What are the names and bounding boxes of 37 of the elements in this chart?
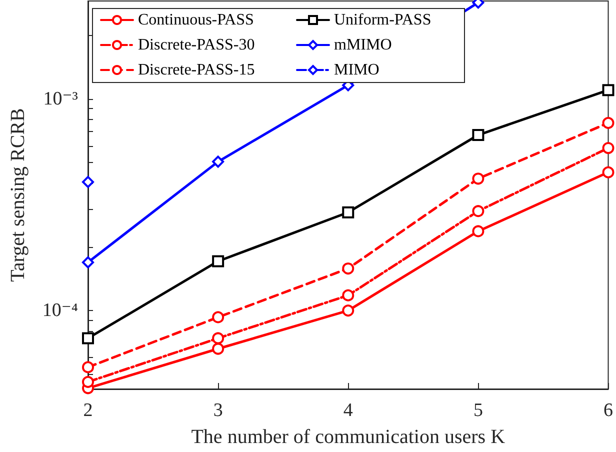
x-tick-label: 2: [83, 400, 93, 421]
point: [342, 304, 354, 317]
point: [602, 142, 614, 154]
legend-label: Discrete-PASS-30: [138, 36, 255, 54]
y-tick-label: 10⁻⁴: [42, 300, 78, 322]
point: [82, 376, 94, 388]
point: [472, 205, 484, 218]
point: [472, 225, 484, 238]
point: [472, 129, 484, 142]
point: [342, 206, 354, 218]
point: [82, 361, 94, 374]
point: [602, 84, 614, 96]
x-tick-label: 5: [473, 400, 483, 421]
x-axis-title: The number of communication users K: [191, 426, 506, 448]
y-axis-title: Target sensing RCRB: [7, 108, 29, 282]
legend-label: Uniform-PASS: [334, 12, 432, 28]
point: [212, 255, 224, 268]
point: [342, 262, 354, 274]
point: [212, 311, 224, 324]
x-tick-label: 6: [604, 400, 613, 421]
point: [212, 342, 224, 355]
legend-label: Continuous-PASS: [138, 12, 254, 28]
point: [212, 332, 224, 344]
x-tick-label: 4: [343, 400, 354, 421]
point: [82, 332, 94, 344]
legend-label: Discrete-PASS-15: [138, 62, 255, 78]
legend-label: mMIMO: [334, 36, 392, 54]
point: [82, 256, 94, 268]
legend-label: MIMO: [334, 62, 380, 78]
y-tick-label: 10⁻³: [43, 88, 78, 110]
point: [602, 116, 614, 129]
point: [82, 176, 94, 188]
point: [212, 156, 224, 168]
point: [602, 166, 614, 178]
point: [472, 172, 484, 185]
x-tick-label: 3: [213, 400, 223, 421]
point: [342, 289, 354, 302]
